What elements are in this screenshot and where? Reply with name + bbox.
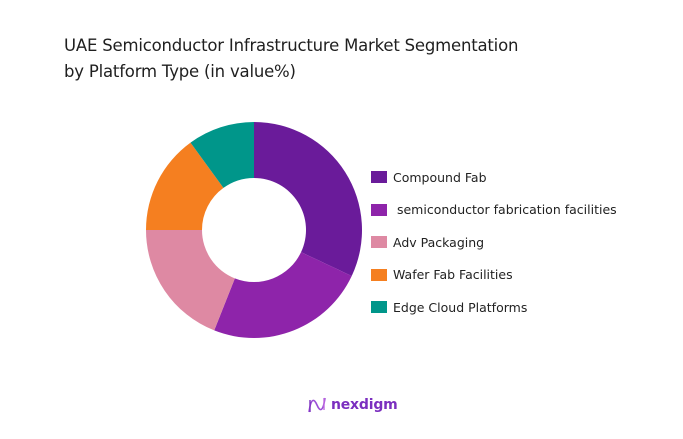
legend-label: Wafer Fab Facilities — [393, 267, 513, 283]
legend-item: Wafer Fab Facilities — [371, 259, 617, 292]
donut-slice — [214, 252, 352, 338]
donut-slices — [146, 122, 362, 338]
legend-item: Adv Packaging — [371, 226, 617, 259]
legend-swatch — [371, 171, 387, 184]
legend-swatch — [371, 236, 387, 249]
legend-label: Adv Packaging — [393, 234, 485, 250]
legend-swatch — [371, 203, 387, 216]
chart-title: UAE Semiconductor Infrastructure Market … — [64, 33, 624, 85]
legend-swatch — [371, 268, 387, 281]
chart-title-line2: by Platform Type (in value%) — [64, 62, 296, 81]
legend-item: Compound Fab — [371, 161, 617, 194]
legend-item: Edge Cloud Platforms — [371, 291, 617, 324]
legend-label: Edge Cloud Platforms — [393, 299, 528, 315]
brand-logo: nexdigm — [307, 396, 398, 414]
legend-swatch — [371, 301, 387, 314]
donut-slice — [146, 142, 224, 230]
legend-item: semiconductor fabrication facilities — [371, 194, 617, 227]
brand-name: nexdigm — [331, 397, 398, 413]
donut-slice — [146, 230, 235, 331]
nexdigm-logo-icon — [308, 397, 326, 413]
chart-title-line1: UAE Semiconductor Infrastructure Market … — [64, 36, 519, 55]
legend-label: Compound Fab — [393, 169, 487, 185]
donut-slice — [190, 122, 254, 188]
chart-legend: Compound Fab semiconductor fabrication f… — [371, 161, 617, 324]
donut-slice — [254, 122, 362, 276]
legend-label: semiconductor fabrication facilities — [393, 202, 617, 218]
